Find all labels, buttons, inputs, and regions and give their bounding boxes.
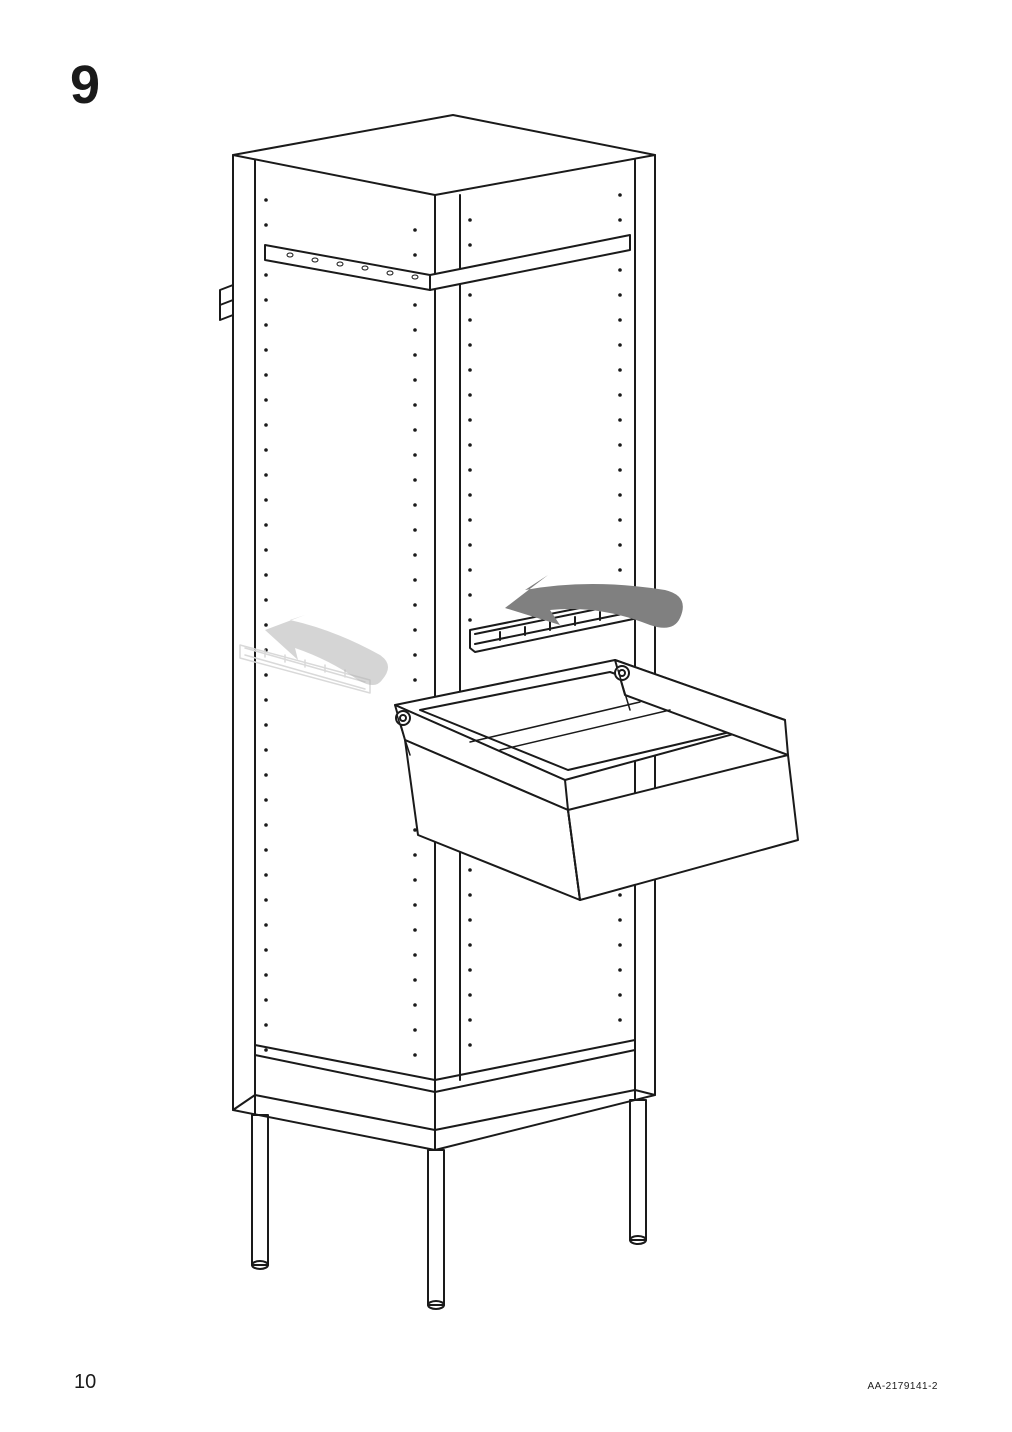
left-hole-column-back bbox=[413, 228, 417, 1057]
page-number: 10 bbox=[74, 1371, 96, 1394]
wall-bracket bbox=[220, 285, 233, 320]
doc-id: AA-2179141-2 bbox=[868, 1381, 939, 1392]
page: 9 bbox=[0, 0, 1012, 1432]
leg-back-right bbox=[630, 1100, 646, 1244]
left-arrow bbox=[265, 615, 388, 685]
step-number: 9 bbox=[70, 54, 99, 116]
drawer-roller-right bbox=[615, 666, 629, 680]
drawer bbox=[395, 660, 798, 900]
leg-front-left bbox=[252, 1115, 268, 1269]
leg-front-center bbox=[428, 1150, 444, 1309]
top-rail bbox=[265, 235, 630, 290]
left-hole-column-front bbox=[264, 198, 268, 1052]
cabinet-frame bbox=[220, 115, 798, 1309]
assembly-diagram bbox=[170, 100, 870, 1340]
